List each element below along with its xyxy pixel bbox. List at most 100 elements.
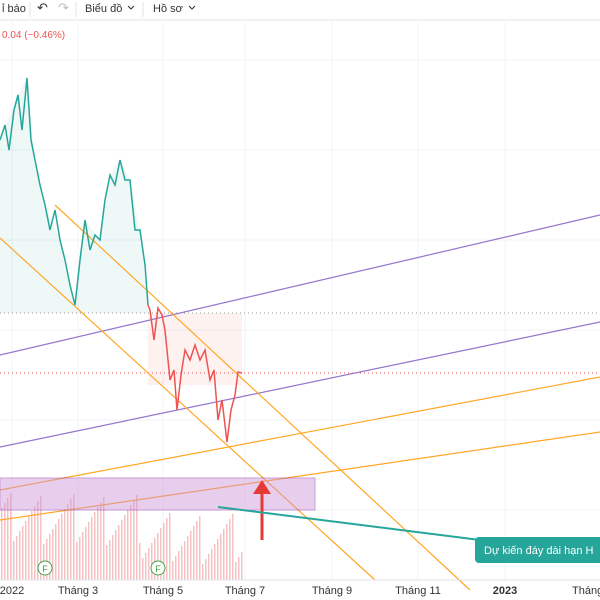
volume-bar <box>151 543 153 580</box>
volume-bar <box>67 504 69 580</box>
price-line-down <box>147 304 243 443</box>
volume-bar <box>7 498 9 580</box>
toolbar <box>0 0 600 20</box>
volume-bar <box>97 507 99 580</box>
price-line-up <box>0 77 149 306</box>
volume-bar <box>169 513 171 580</box>
callout-line <box>217 506 481 541</box>
volume-bar <box>148 548 150 580</box>
profile-menu[interactable]: Hồ sơ <box>153 3 183 15</box>
callout-text: Dự kiến đáy dài hạn H <box>484 545 594 557</box>
volume-bar <box>127 510 129 580</box>
volume-bar <box>1 508 3 580</box>
event-marker[interactable] <box>150 560 166 576</box>
volume-bar <box>118 525 120 580</box>
volume-bar <box>184 541 186 580</box>
dropdown-caret <box>188 5 196 10</box>
volume-bar <box>130 505 132 580</box>
volume-bar <box>196 521 198 580</box>
volume-bar <box>16 536 18 580</box>
volume-bar <box>226 524 228 580</box>
volume-bar <box>223 529 225 580</box>
volume-bar <box>202 564 204 580</box>
volume-bar <box>139 543 141 580</box>
volume-bar <box>211 549 213 580</box>
volume-bar <box>232 514 234 580</box>
trend-line <box>0 321 600 448</box>
trend-line <box>0 431 600 521</box>
volume-bar <box>181 546 183 580</box>
volume-bar <box>100 502 102 580</box>
volume-bar <box>82 532 84 580</box>
volume-bar <box>190 531 192 580</box>
volume-bar <box>157 533 159 580</box>
volume-bar <box>79 537 81 580</box>
volume-bar <box>19 531 21 580</box>
volume-bar <box>40 496 42 580</box>
volume-bar <box>124 515 126 580</box>
volume-bar <box>73 494 75 580</box>
price-change: 0.04 (−0.46%) <box>2 30 65 41</box>
volume-bars <box>1 493 243 580</box>
x-axis-label: Tháng 3 <box>58 585 98 597</box>
volume-bar <box>115 530 117 580</box>
volume-bar <box>163 523 165 580</box>
undo-button[interactable]: ↶ <box>37 0 48 15</box>
volume-bar <box>25 521 27 580</box>
trend-line <box>0 237 376 581</box>
volume-bar <box>55 524 57 580</box>
chart-menu[interactable]: Biểu đồ <box>85 3 122 15</box>
event-marker-label: F <box>42 564 48 574</box>
volume-bar <box>31 511 33 580</box>
x-axis-label: Tháng 5 <box>143 585 183 597</box>
volume-bar <box>133 500 135 580</box>
event-marker[interactable] <box>37 560 53 576</box>
volume-bar <box>94 512 96 580</box>
volume-bar <box>28 516 30 580</box>
event-marker-label: F <box>155 564 161 574</box>
volume-bar <box>112 535 114 580</box>
volume-bar <box>217 539 219 580</box>
trend-line <box>0 214 600 356</box>
x-axis-label: Tháng 9 <box>312 585 352 597</box>
volume-bar <box>241 552 243 580</box>
x-axis-label: 2022 <box>0 585 24 597</box>
volume-bar <box>175 556 177 580</box>
volume-bar <box>199 516 201 580</box>
arrow-head <box>253 480 271 494</box>
volume-bar <box>178 551 180 580</box>
volume-bar <box>13 541 15 580</box>
volume-bar <box>142 558 144 580</box>
volume-bar <box>4 503 6 580</box>
volume-bar <box>76 542 78 580</box>
volume-bar <box>70 499 72 580</box>
volume-bar <box>37 501 39 580</box>
trend-line <box>0 376 600 491</box>
volume-bar <box>238 557 240 580</box>
volume-bar <box>88 522 90 580</box>
x-axis-label: Tháng 3 <box>572 585 600 597</box>
volume-bar <box>121 520 123 580</box>
volume-bar <box>61 514 63 580</box>
volume-bar <box>193 526 195 580</box>
x-axis-label: Tháng 7 <box>225 585 265 597</box>
range-fill <box>148 313 242 385</box>
volume-bar <box>172 561 174 580</box>
volume-bar <box>205 559 207 580</box>
volume-bar <box>103 497 105 580</box>
volume-bar <box>22 526 24 580</box>
area-fill <box>0 78 148 313</box>
callout-box <box>475 537 600 563</box>
volume-bar <box>208 554 210 580</box>
volume-bar <box>109 540 111 580</box>
volume-bar <box>229 519 231 580</box>
indicators-button[interactable]: ỉ báo <box>2 3 26 15</box>
volume-bar <box>10 493 12 580</box>
volume-bar <box>166 518 168 580</box>
redo-button[interactable]: ↷ <box>58 0 69 15</box>
volume-bar <box>160 528 162 580</box>
volume-bar <box>214 544 216 580</box>
volume-bar <box>58 519 60 580</box>
